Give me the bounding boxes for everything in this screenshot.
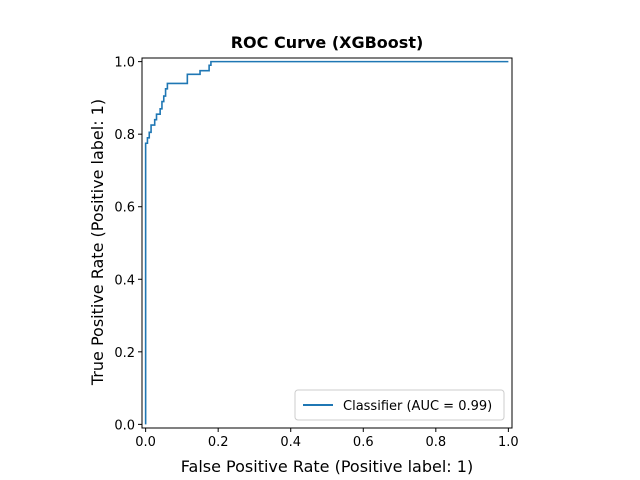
x-tick-label: 0.0	[135, 435, 156, 450]
x-tick-label: 0.6	[353, 435, 374, 450]
chart-title: ROC Curve (XGBoost)	[231, 33, 424, 52]
x-tick-label: 0.8	[425, 435, 446, 450]
x-tick-label: 0.2	[208, 435, 229, 450]
y-tick-label: 1.0	[114, 56, 135, 71]
axes-frame	[141, 57, 513, 429]
x-tick-label: 1.0	[498, 435, 519, 450]
legend: Classifier (AUC = 0.99)	[294, 389, 505, 421]
y-axis-label: True Positive Rate (Positive label: 1)	[88, 99, 107, 386]
series-line-0	[144, 60, 509, 425]
y-tick-label: 0.2	[114, 346, 135, 361]
plot-area: 0.0 0.2 0.4 0.6 0.8 1.0 0.0 0.2 0.4 0.6 0.8 1.0	[114, 56, 518, 450]
y-tick-label: 0.8	[114, 128, 135, 143]
y-tick-label: 0.4	[114, 273, 135, 288]
legend-entry-classifier: Classifier (AUC = 0.99)	[343, 399, 492, 414]
x-tick-label: 0.4	[280, 435, 301, 450]
y-tick-label: 0.6	[114, 201, 135, 216]
legend-box	[294, 389, 505, 421]
y-tick-label: 0.0	[114, 418, 135, 433]
x-axis-label: False Positive Rate (Positive label: 1)	[181, 457, 473, 476]
